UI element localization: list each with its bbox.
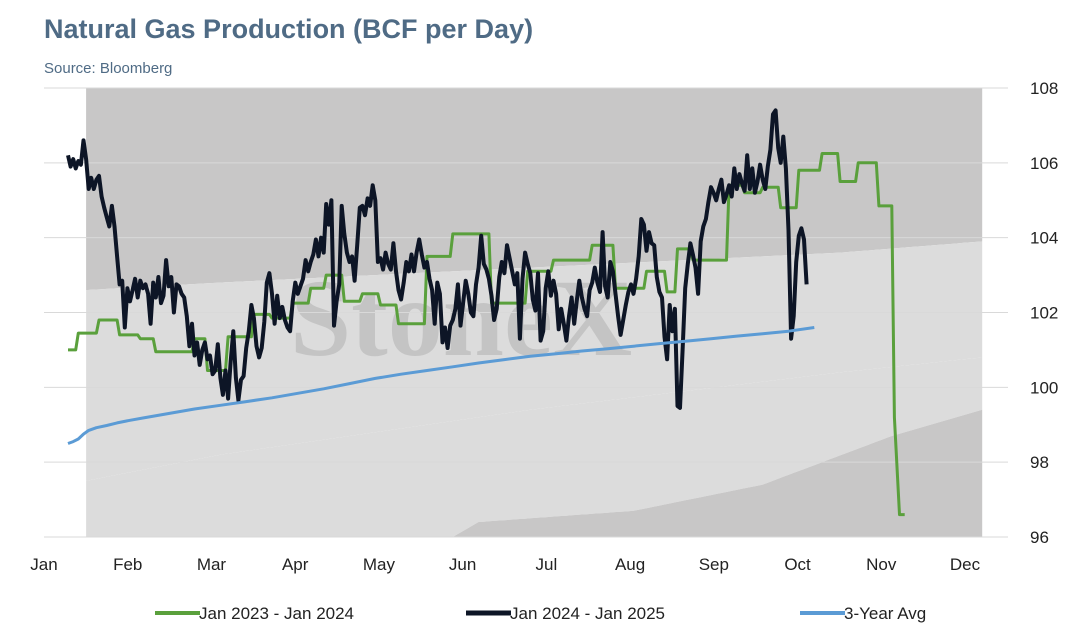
x-axis-ticks: Jan Feb Mar Apr May Jun Jul Aug Sep Oct Nov Dec [30, 555, 980, 574]
x-tick-label: Nov [866, 555, 897, 574]
x-tick-label: Jul [535, 555, 557, 574]
gridlines [44, 87, 1008, 538]
x-tick-label: Jan [30, 555, 57, 574]
x-tick-label: Dec [950, 555, 981, 574]
band-upper-range [86, 88, 983, 291]
y-tick-label: 98 [1030, 453, 1049, 472]
y-axis-ticks: 96 98 100 102 104 106 108 [1030, 79, 1058, 547]
x-tick-label: Aug [615, 555, 645, 574]
chart-source: Source: Bloomberg [44, 60, 173, 77]
y-tick-label: 100 [1030, 378, 1058, 397]
x-tick-label: Apr [282, 555, 309, 574]
series-line-3 [67, 326, 815, 445]
background-bands [86, 88, 983, 537]
legend-label: Jan 2024 - Jan 2025 [510, 604, 665, 623]
x-tick-label: Feb [113, 555, 142, 574]
legend: Jan 2023 - Jan 2024 Jan 2024 - Jan 2025 3-… [155, 604, 926, 623]
band-min-range [86, 409, 983, 537]
series-line-1 [68, 152, 905, 517]
x-tick-label: Sep [699, 555, 729, 574]
x-tick-label: Jun [449, 555, 476, 574]
y-tick-label: 102 [1030, 304, 1058, 323]
series-lines [66, 108, 905, 517]
x-tick-label: May [363, 555, 396, 574]
legend-label: 3-Year Avg [844, 604, 926, 623]
band-mid-range [86, 241, 983, 481]
y-tick-label: 108 [1030, 79, 1058, 98]
chart-title: Natural Gas Production (BCF per Day) [44, 14, 534, 44]
y-tick-label: 104 [1030, 229, 1058, 248]
series-line-2 [66, 108, 809, 410]
y-tick-label: 96 [1030, 528, 1049, 547]
x-tick-label: Oct [784, 555, 811, 574]
legend-label: Jan 2023 - Jan 2024 [199, 604, 354, 623]
x-tick-label: Mar [197, 555, 227, 574]
y-tick-label: 106 [1030, 154, 1058, 173]
band-lower-range [86, 357, 983, 537]
